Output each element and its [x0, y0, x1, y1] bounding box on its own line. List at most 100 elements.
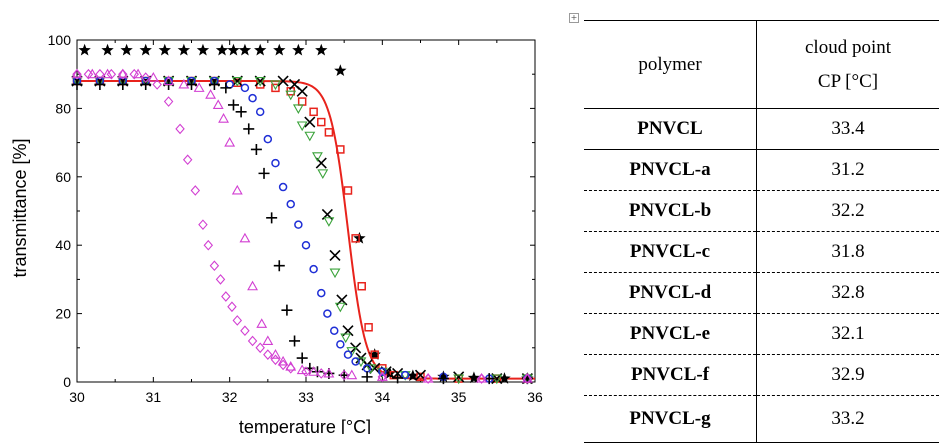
data-point-triangle-up [422, 372, 434, 383]
cloud-point-table: polymer cloud point CP [°C] PNVCL 33.4 PN… [584, 20, 939, 443]
x-tick-label: 35 [451, 389, 467, 405]
data-point-diamond [203, 239, 214, 251]
data-point-plus [361, 371, 373, 383]
data-point-diamond [285, 362, 296, 374]
data-point-triangle-up [147, 71, 159, 82]
data-point-triangle-up [163, 75, 175, 86]
polymer-name: PNVCL-e [584, 313, 757, 355]
data-point-circle [255, 107, 265, 117]
data-point-diamond [152, 79, 162, 90]
data-point-circle [286, 199, 295, 209]
data-point-diamond [377, 371, 388, 383]
data-point-circle [323, 309, 332, 318]
data-point-circle [351, 357, 360, 366]
cp-value: 33.2 [756, 395, 939, 443]
data-point-star [406, 369, 420, 382]
data-point-diamond [140, 72, 151, 83]
data-point-triangle-up [346, 369, 358, 380]
data-point-circle [378, 367, 387, 376]
data-point-plus [117, 78, 129, 90]
data-point-diamond [72, 68, 82, 80]
data-point-triangle-down [304, 131, 316, 142]
data-point-circle [317, 288, 326, 298]
data-point-triangle-up [277, 355, 289, 366]
data-point-star [177, 43, 191, 56]
data-point-star [273, 43, 286, 56]
data-point-triangle-up [132, 68, 144, 79]
data-point-square [271, 83, 280, 93]
data-point-circle [343, 350, 353, 359]
data-point-circle [336, 340, 345, 349]
header-cloud-point: cloud point CP [°C] [756, 20, 939, 109]
data-point-diamond [423, 373, 433, 384]
data-point-diamond [221, 291, 231, 302]
data-point-square [416, 372, 425, 382]
data-point-triangle-up [205, 89, 217, 99]
data-point-plus [266, 212, 278, 224]
data-point-triangle-up [262, 335, 274, 346]
data-point-triangle-up [256, 318, 268, 328]
data-point-star [467, 371, 481, 384]
data-point-diamond [190, 185, 201, 196]
expand-cross-icon[interactable]: + [569, 13, 579, 23]
data-point-diamond [198, 219, 208, 231]
data-point-diamond [106, 68, 117, 80]
data-point-plus [235, 106, 247, 118]
data-point-circle [271, 158, 280, 168]
plot-frame [76, 39, 536, 383]
data-point-star [101, 43, 114, 56]
header-cp-line1: cloud point [804, 36, 892, 58]
x-tick-label: 33 [298, 389, 314, 405]
table-row: PNVCL-f 32.9 [584, 354, 939, 396]
data-point-plus [273, 260, 285, 272]
cp-value: 31.2 [756, 149, 939, 191]
cp-value: 33.4 [756, 108, 939, 150]
data-point-triangle-down [292, 104, 304, 115]
data-point-plus [296, 352, 308, 364]
data-point-triangle-up [218, 113, 230, 123]
data-point-diamond [175, 123, 185, 135]
data-point-square [309, 107, 318, 117]
polymer-name: PNVCL-c [584, 231, 757, 273]
table-header-row: polymer cloud point CP [°C] [584, 20, 939, 109]
y-tick-label: 0 [63, 374, 71, 390]
data-point-star [368, 348, 381, 360]
data-points-layer [71, 43, 534, 385]
data-point-plus [227, 99, 239, 111]
data-point-plus [71, 78, 83, 90]
data-point-triangle-down [285, 90, 297, 101]
data-point-triangle-down [340, 333, 352, 344]
data-point-triangle-up [178, 78, 190, 89]
table-row: PNVCL-d 32.8 [584, 272, 939, 314]
data-point-square [336, 145, 345, 154]
data-point-circle [301, 240, 311, 250]
data-point-star [158, 43, 171, 56]
data-point-plus [437, 373, 449, 385]
data-point-star [227, 43, 240, 56]
data-point-star [139, 43, 152, 56]
data-point-triangle-down [453, 374, 465, 385]
data-point-diamond [316, 368, 327, 379]
data-point-diamond [209, 260, 220, 272]
data-point-plus [208, 78, 220, 90]
cp-value: 32.2 [756, 190, 939, 232]
table-row: PNVCL 33.4 [584, 108, 939, 150]
data-point-diamond [182, 154, 193, 166]
data-point-triangle-up [193, 82, 205, 92]
data-point-plus [94, 78, 106, 90]
data-point-star [498, 372, 511, 384]
data-point-triangle-up [270, 349, 281, 359]
data-point-star [78, 43, 91, 56]
data-point-diamond [215, 274, 226, 285]
data-point-diamond [129, 68, 139, 80]
x-tick-label: 36 [527, 389, 543, 405]
x-tick-label: 31 [146, 389, 162, 405]
data-point-triangle-down [334, 302, 346, 313]
data-point-plus [289, 335, 301, 347]
table-row: PNVCL-g 33.2 [584, 395, 939, 443]
data-point-diamond [227, 301, 237, 313]
data-point-star [196, 43, 210, 56]
polymer-name: PNVCL-g [584, 395, 757, 443]
data-point-triangle-up [239, 232, 251, 243]
data-point-diamond [339, 369, 349, 381]
